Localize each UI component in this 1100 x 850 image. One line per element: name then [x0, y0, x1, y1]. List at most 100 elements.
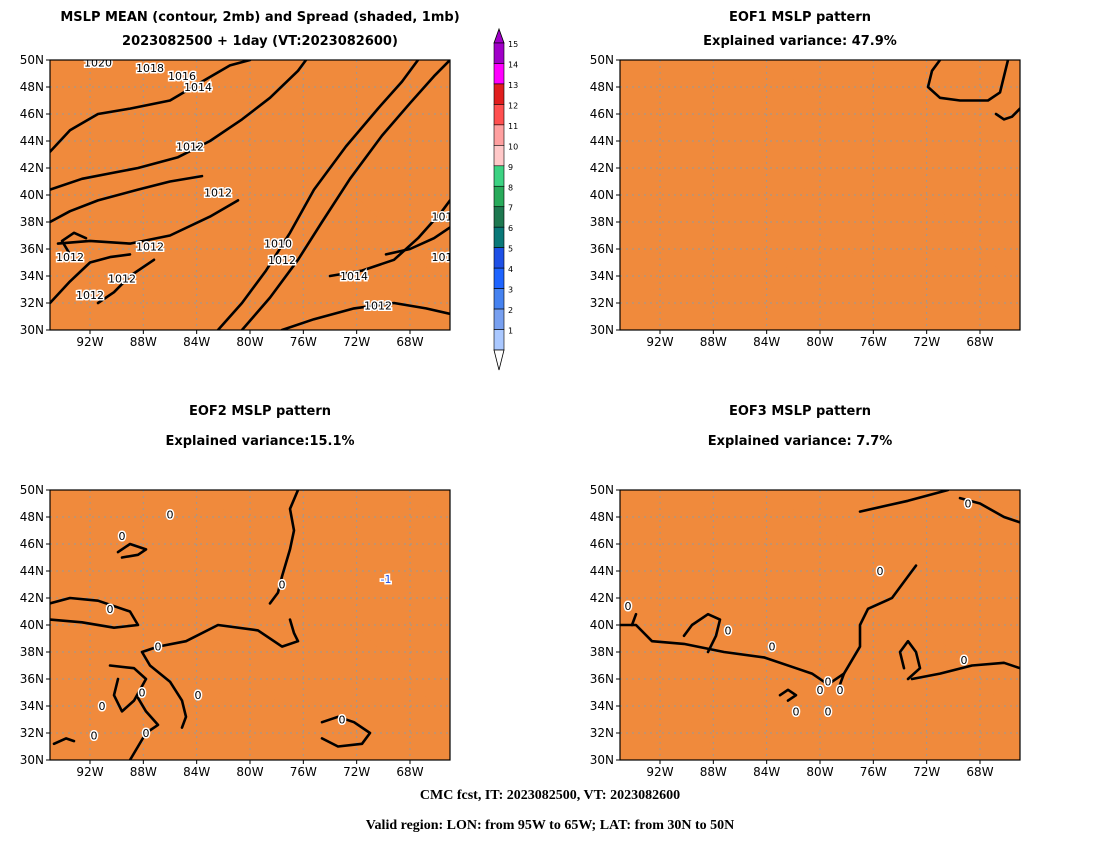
contour-label: 101 — [432, 211, 453, 224]
lat-label: 48N — [590, 80, 614, 94]
colorbar-swatch — [493, 288, 505, 310]
colorbar-bottom-arrow — [493, 349, 505, 371]
lon-label: 84W — [753, 335, 780, 349]
contour-line — [682, 612, 722, 654]
contour-label: 1014 — [340, 270, 368, 283]
lat-label: 36N — [20, 242, 44, 256]
contour-label: 0 — [965, 498, 972, 511]
lon-label: 76W — [860, 765, 887, 779]
lon-label: 80W — [236, 765, 263, 779]
panel3-map: 0 0 0 0 0 0 0 0 0 0 0 -1 50N 48N 46N 44N 42N 40N 38N 36N 34N… — [20, 483, 451, 779]
lon-label: 80W — [236, 335, 263, 349]
contour-line — [994, 107, 1020, 121]
contour-line — [50, 253, 132, 305]
colorbar-label: 14 — [508, 60, 518, 69]
lat-label: 40N — [20, 618, 44, 632]
contour-line — [838, 672, 846, 686]
panel1-subtitle: 2023082500 + 1day (VT:2023082600) — [122, 34, 398, 49]
contour-label: 0 — [793, 705, 800, 718]
lon-label: 84W — [183, 765, 210, 779]
lon-label: 80W — [806, 335, 833, 349]
contour-label: 1012 — [108, 273, 136, 286]
panel3-title: EOF2 MSLP pattern — [188, 404, 331, 419]
panel1-content: 1020 101810161014101210121012101210121012… — [50, 60, 453, 330]
lat-label: 38N — [590, 645, 614, 659]
contour-label: 101 — [432, 251, 453, 264]
colorbar-swatch — [493, 226, 505, 248]
contour-label: 0 — [339, 714, 346, 727]
contour-line — [268, 490, 300, 605]
lon-label: 88W — [700, 765, 727, 779]
lat-label: 48N — [590, 510, 614, 524]
lat-label: 30N — [590, 323, 614, 337]
coastlines — [620, 73, 1020, 330]
lat-label: 36N — [590, 242, 614, 256]
lat-label: 50N — [590, 53, 614, 67]
contour-label: 0 — [817, 684, 824, 697]
contour-label: 0 — [143, 727, 150, 740]
contour-label: 1018 — [136, 62, 164, 75]
lon-label: 76W — [860, 335, 887, 349]
lon-label: 92W — [76, 335, 103, 349]
contour-label: 1012 — [268, 254, 296, 267]
lat-label: 46N — [590, 107, 614, 121]
colorbar-label: 5 — [508, 245, 513, 254]
lat-label: 38N — [20, 645, 44, 659]
contour-label: 0 — [837, 684, 844, 697]
colorbar-label: 7 — [508, 204, 513, 213]
colorbar-label: 6 — [508, 224, 513, 233]
lat-label: 50N — [590, 483, 614, 497]
colorbar-label: 15 — [508, 40, 518, 49]
contour-label: 0 — [139, 687, 146, 700]
colorbar-label: 13 — [508, 81, 518, 90]
contour-label: 0 — [107, 603, 114, 616]
lat-label: 48N — [20, 510, 44, 524]
lon-label: 76W — [290, 765, 317, 779]
contour-line — [140, 618, 300, 729]
lat-label: 44N — [20, 134, 44, 148]
lat-label: 34N — [20, 699, 44, 713]
panel1-map: 1020 101810161014101210121012101210121012… — [20, 53, 453, 349]
lat-label: 32N — [590, 726, 614, 740]
contour-label: -1 — [381, 573, 392, 586]
contour-label: 0 — [625, 600, 632, 613]
panel2-content — [620, 60, 1020, 330]
lat-label: 30N — [590, 753, 614, 767]
contour-line — [52, 737, 76, 746]
lat-label: 32N — [590, 296, 614, 310]
lat-label: 32N — [20, 726, 44, 740]
colorbar-swatch — [493, 329, 505, 351]
lat-label: 40N — [590, 188, 614, 202]
lon-label: 68W — [966, 335, 993, 349]
lat-label: 30N — [20, 323, 44, 337]
lat-label: 46N — [590, 537, 614, 551]
contour-line — [620, 564, 918, 686]
contour-line — [240, 60, 450, 330]
contour-line — [926, 60, 1010, 102]
colorbar-label: 11 — [508, 122, 518, 131]
contour-line — [128, 696, 160, 760]
lat-label: 36N — [20, 672, 44, 686]
panel1-title: MSLP MEAN (contour, 2mb) and Spread (sha… — [60, 10, 460, 25]
lat-label: 44N — [590, 564, 614, 578]
colorbar-swatch — [493, 308, 505, 330]
contour-line — [96, 258, 156, 305]
lat-label: 36N — [590, 672, 614, 686]
contour-label: 1012 — [176, 140, 204, 153]
lon-label: 92W — [646, 765, 673, 779]
lon-label: 84W — [753, 765, 780, 779]
contour-line — [958, 496, 1020, 524]
colorbar-label: 3 — [508, 286, 513, 295]
colorbar-swatch — [493, 165, 505, 187]
lon-label: 68W — [396, 335, 423, 349]
lon-label: 76W — [290, 335, 317, 349]
panel2-title: EOF1 MSLP pattern — [728, 10, 871, 25]
contour-label: 1012 — [136, 240, 164, 253]
spread-colorbar: 15 14 13 12 11 10 9 8 7 6 5 4 3 2 1 — [493, 27, 518, 371]
colorbar-label: 9 — [508, 163, 513, 172]
lon-label: 88W — [700, 335, 727, 349]
lat-label: 42N — [590, 161, 614, 175]
contour-line — [50, 174, 204, 224]
